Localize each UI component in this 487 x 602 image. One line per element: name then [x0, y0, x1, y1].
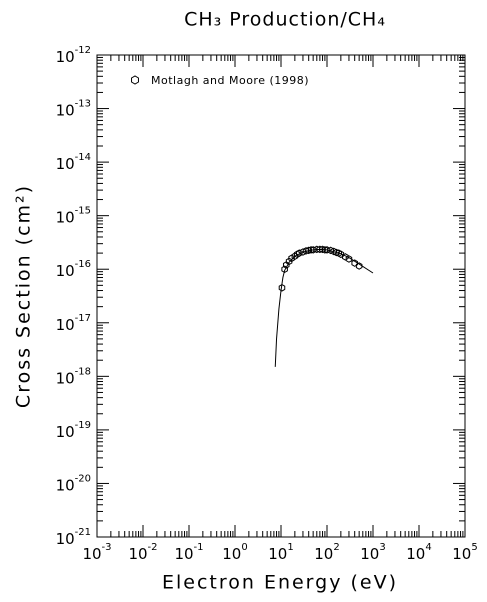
y-tick-label: 10-21: [56, 527, 91, 548]
y-tick-label: 10-17: [56, 313, 91, 334]
legend-label: Motlagh and Moore (1998): [151, 74, 309, 87]
x-tick-label: 102: [314, 542, 339, 563]
y-tick-label: 10-15: [56, 206, 91, 227]
y-tick-label: 10-13: [56, 99, 91, 120]
data-point: [342, 253, 349, 261]
data-point: [278, 284, 286, 292]
data-point: [321, 246, 329, 254]
y-tick-label: 10-19: [56, 420, 91, 441]
data-point: [345, 255, 353, 263]
fit-line: [274, 248, 374, 367]
x-tick-label: 103: [360, 542, 385, 563]
y-tick-label: 10-18: [56, 366, 91, 387]
plot-frame: [96, 54, 466, 538]
y-tick-label: 10-16: [56, 259, 91, 280]
data-point: [309, 246, 317, 254]
chart-title: CH₃ Production/CH₄: [184, 9, 386, 31]
data-point: [302, 247, 310, 255]
data-point: [305, 246, 312, 255]
x-tick-label: 105: [452, 542, 477, 563]
x-tick-label: 104: [406, 542, 431, 563]
x-tick-label: 10-1: [174, 542, 203, 563]
x-tick-label: 10-3: [82, 542, 111, 563]
legend-marker: [131, 75, 139, 85]
x-tick-label: 10-2: [128, 542, 157, 563]
y-axis-label: Cross Section (cm²): [13, 184, 35, 408]
y-tick-label: 10-20: [56, 473, 91, 494]
y-tick-label: 10-14: [56, 152, 91, 173]
data-point: [333, 248, 340, 257]
data-point: [296, 249, 303, 257]
x-axis-label: Electron Energy (eV): [162, 572, 398, 594]
y-tick-label: 10-12: [56, 45, 91, 66]
data-point: [355, 262, 363, 270]
x-tick-label: 100: [222, 542, 247, 563]
x-tick-label: 101: [268, 542, 293, 563]
data-point: [351, 259, 358, 267]
data-point: [323, 246, 331, 254]
